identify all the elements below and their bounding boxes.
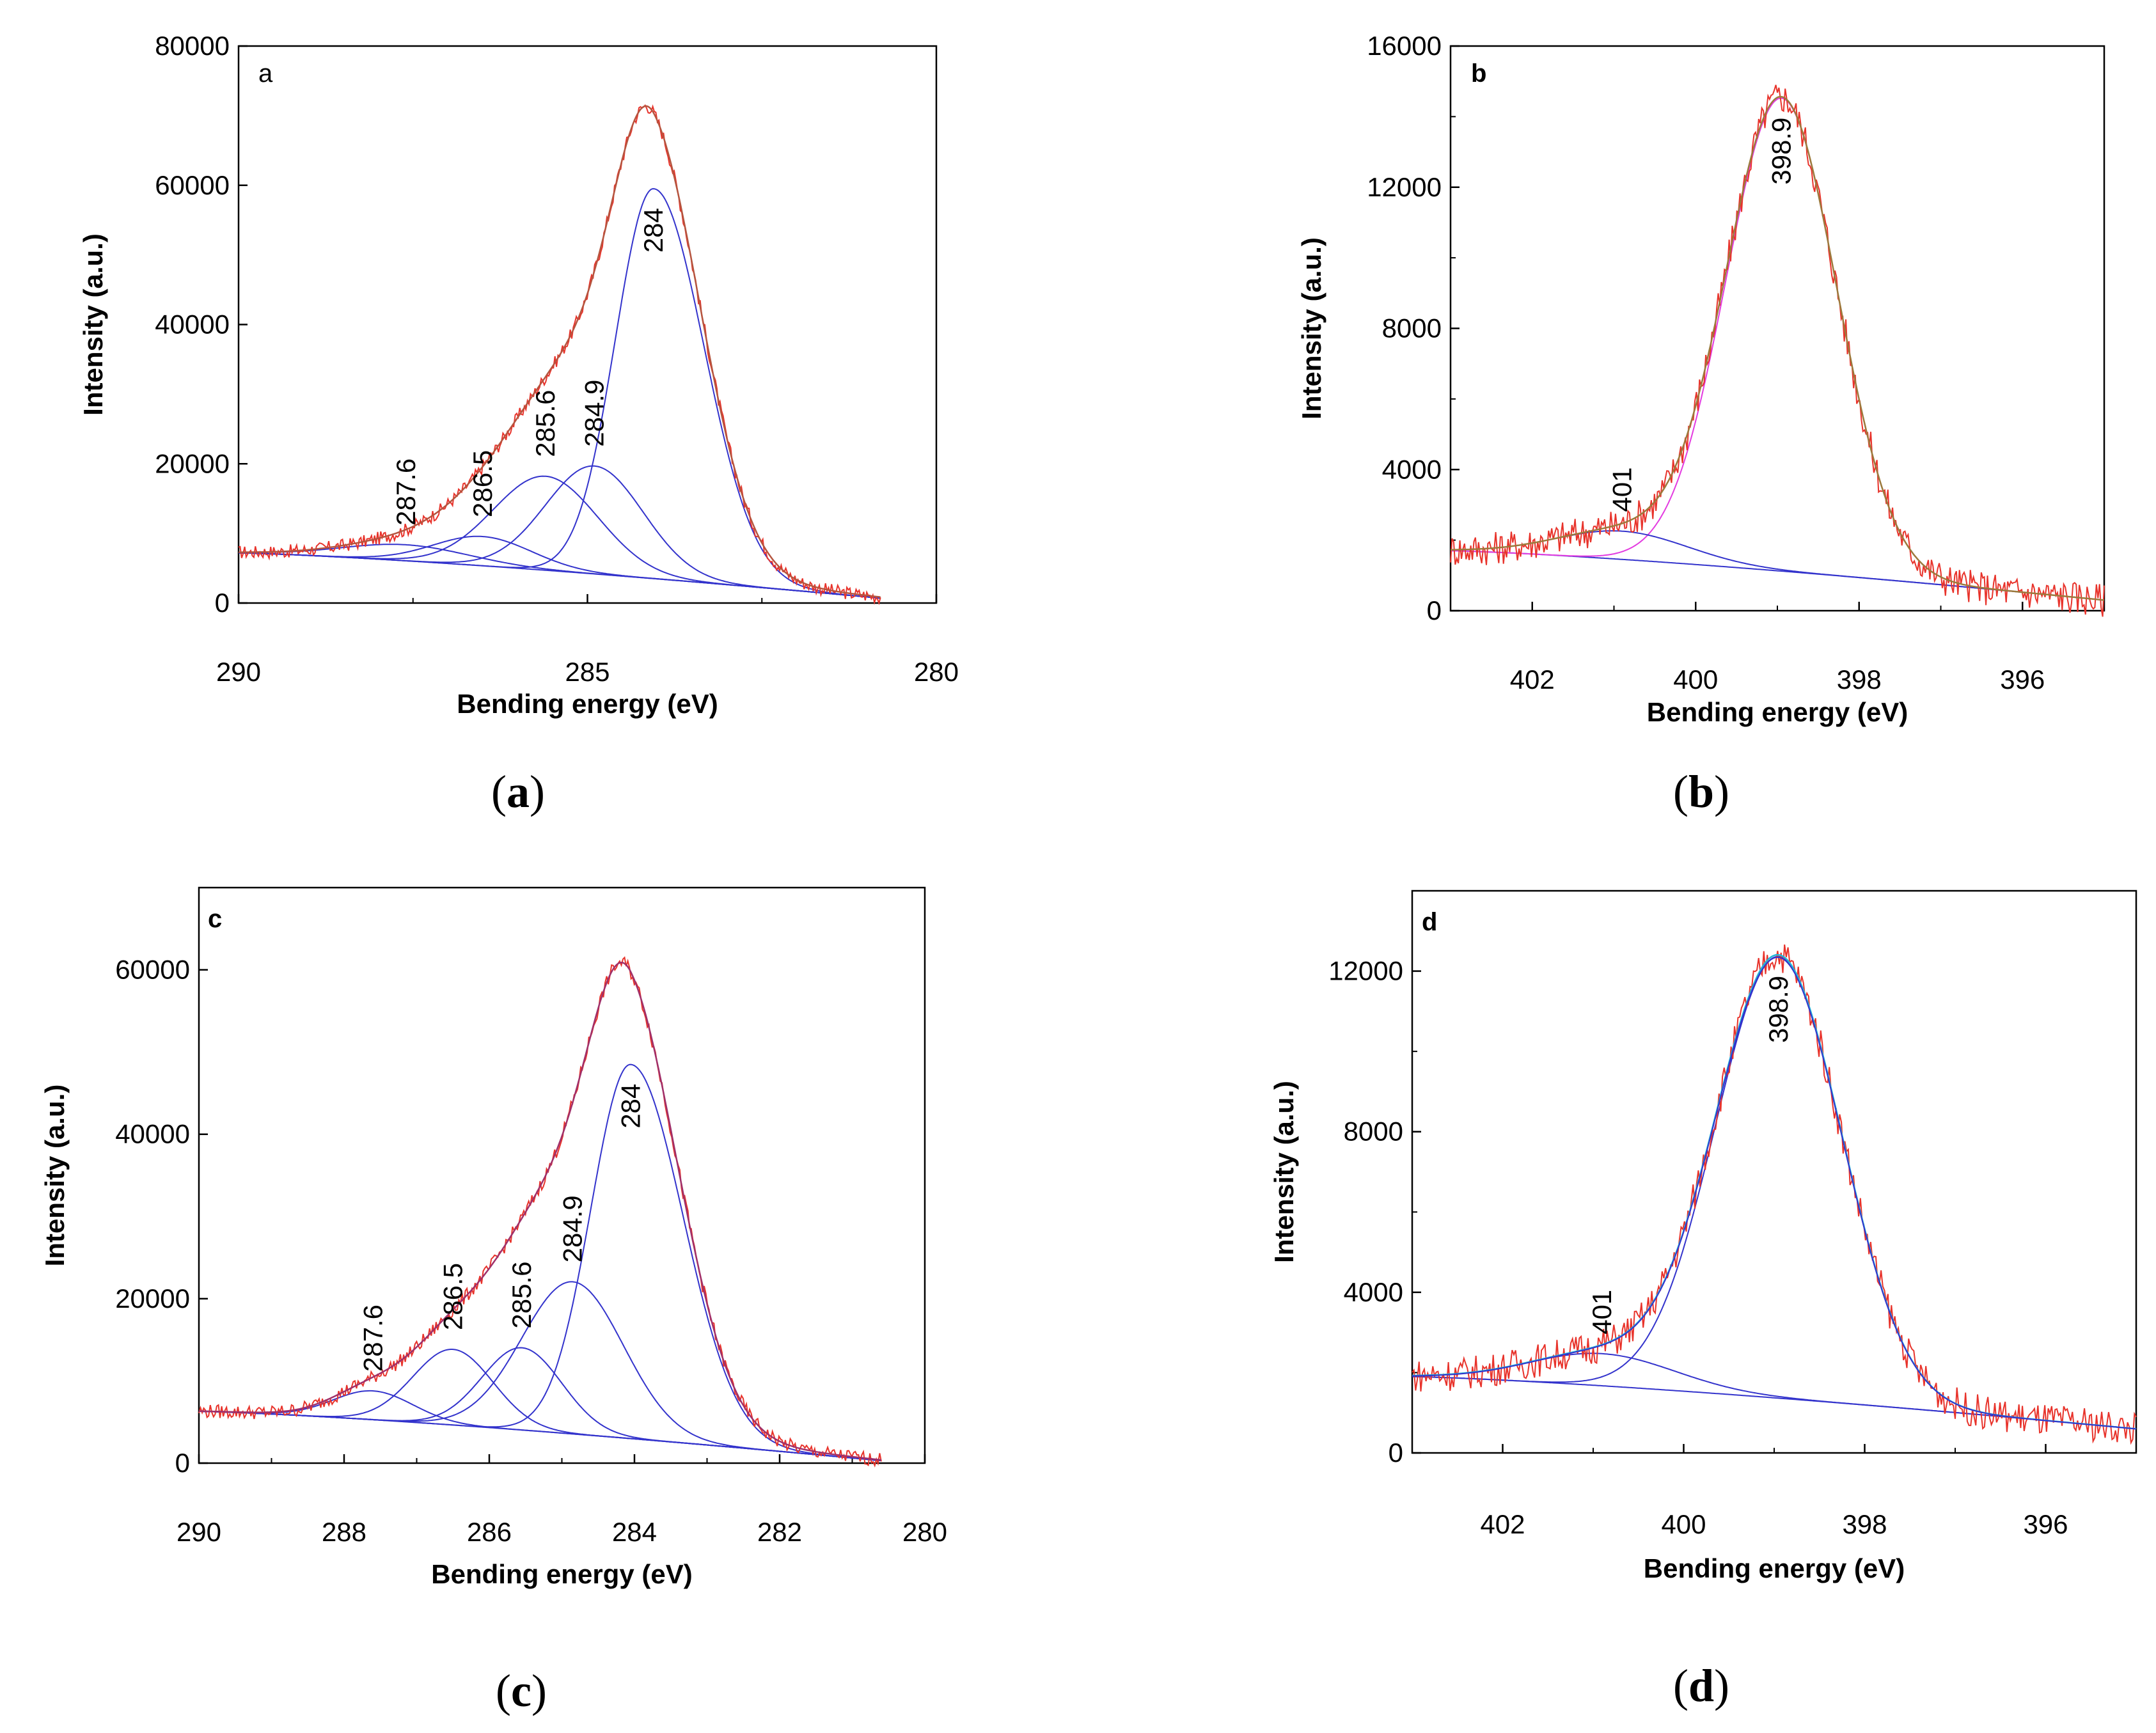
component-peak: [199, 1063, 881, 1462]
y-tick-label: 4000: [1344, 1277, 1403, 1307]
y-axis-title: Intensity (a.u.): [78, 233, 108, 416]
x-tick-label: 288: [322, 1517, 366, 1547]
y-tick-label: 12000: [1328, 956, 1403, 986]
x-tick-label: 280: [902, 1517, 947, 1547]
component-peak: [239, 475, 881, 599]
y-tick-label: 20000: [155, 448, 230, 478]
raw-spectrum: [1412, 944, 2137, 1445]
component-peak: [239, 465, 881, 599]
panel-letter: b: [1471, 59, 1486, 88]
peak-label: 286.5: [468, 450, 498, 517]
y-tick-label: 60000: [115, 955, 190, 985]
component-peak: [199, 1390, 881, 1462]
raw-spectrum: [198, 956, 882, 1468]
y-tick-label: 16000: [1367, 31, 1442, 61]
peak-label: 284.9: [579, 380, 609, 447]
x-axis-title: Bending energy (eV): [431, 1559, 692, 1589]
peak-label: 287.6: [358, 1305, 388, 1372]
panel-a: 0 20000 40000 60000 80000 290 285 280 Bending en…: [78, 31, 959, 817]
sum-fit: [1412, 956, 2137, 1430]
y-tick-label: 4000: [1382, 454, 1442, 484]
panel-letter: a: [258, 59, 273, 88]
x-tick-label: 398: [1842, 1509, 1887, 1539]
x-tick-label: 290: [216, 657, 261, 687]
y-tick-label: 0: [1389, 1438, 1403, 1468]
plot-frame: [1411, 890, 2137, 1454]
peak-label: 401: [1587, 1290, 1617, 1335]
plot-frame: [237, 45, 938, 604]
x-tick-label: 396: [2000, 664, 2045, 694]
y-tick-label: 0: [175, 1448, 190, 1478]
peak-label: 286.5: [437, 1263, 468, 1330]
panel-caption: (b): [1673, 766, 1729, 817]
y-tick-label: 20000: [115, 1283, 190, 1313]
y-tick-label: 0: [1427, 595, 1442, 625]
peak-label: 284: [615, 1084, 645, 1129]
y-tick-label: 0: [215, 588, 230, 618]
panel-d: 0 4000 8000 12000 402 400 398 396 Bending energy…: [1269, 890, 2137, 1711]
peak-label: 285.6: [530, 390, 560, 457]
x-tick-label: 398: [1837, 664, 1882, 694]
peak-label: 401: [1607, 467, 1637, 512]
y-tick-label: 40000: [155, 310, 230, 340]
panel-caption: (a): [491, 766, 545, 817]
component-peak: [199, 1281, 881, 1462]
x-tick-label: 284: [612, 1517, 657, 1547]
panel-letter: c: [208, 905, 222, 933]
component-peak: [1450, 530, 2105, 601]
x-tick-label: 400: [1661, 1509, 1706, 1539]
panel-caption: (c): [496, 1665, 547, 1716]
x-tick-label: 286: [467, 1517, 512, 1547]
envelope-fit: [239, 105, 881, 598]
panel-b: 0 4000 8000 12000 16000 402 400 398 396 Bending e…: [1296, 31, 2105, 817]
peak-label: 398.9: [1766, 118, 1796, 185]
panel-letter: d: [1422, 908, 1437, 936]
peak-label: 284.9: [558, 1195, 588, 1262]
x-tick-label: 400: [1673, 664, 1718, 694]
x-axis-title: Bending energy (eV): [457, 689, 718, 719]
y-tick-label: 12000: [1367, 172, 1442, 202]
plot-frame: [198, 886, 926, 1464]
component-peak: [239, 544, 881, 599]
y-tick-label: 40000: [115, 1119, 190, 1149]
y-tick-label: 60000: [155, 170, 230, 200]
x-tick-label: 282: [757, 1517, 802, 1547]
peak-label: 284: [638, 208, 668, 253]
x-tick-label: 396: [2023, 1509, 2068, 1539]
x-tick-label: 290: [177, 1517, 221, 1547]
raw-spectrum: [1450, 84, 2105, 617]
envelope-fit: [198, 961, 882, 1461]
y-tick-label: 80000: [155, 31, 230, 61]
peak-label: 398.9: [1763, 976, 1793, 1043]
y-axis-title: Intensity (a.u.): [1269, 1081, 1299, 1263]
x-tick-label: 280: [914, 657, 959, 687]
x-tick-label: 285: [565, 657, 610, 687]
background-line: [1412, 1376, 2137, 1430]
background-line: [1451, 550, 2105, 601]
x-axis-title: Bending energy (eV): [1647, 697, 1908, 727]
peak-label: 287.6: [391, 459, 421, 526]
y-axis-title: Intensity (a.u.): [1296, 237, 1326, 420]
y-tick-label: 8000: [1382, 313, 1442, 343]
x-axis-title: Bending energy (eV): [1644, 1553, 1905, 1583]
peak-label: 285.6: [507, 1261, 537, 1328]
panel-c: 0 20000 40000 60000 290 288 286 284 282 280 Bendin…: [40, 886, 947, 1716]
envelope-fit: [1450, 95, 2105, 601]
y-axis-title: Intensity (a.u.): [40, 1085, 70, 1267]
panel-caption: (d): [1673, 1660, 1729, 1711]
x-tick-label: 402: [1480, 1509, 1525, 1539]
y-tick-label: 8000: [1344, 1117, 1403, 1147]
x-tick-label: 402: [1510, 664, 1555, 694]
